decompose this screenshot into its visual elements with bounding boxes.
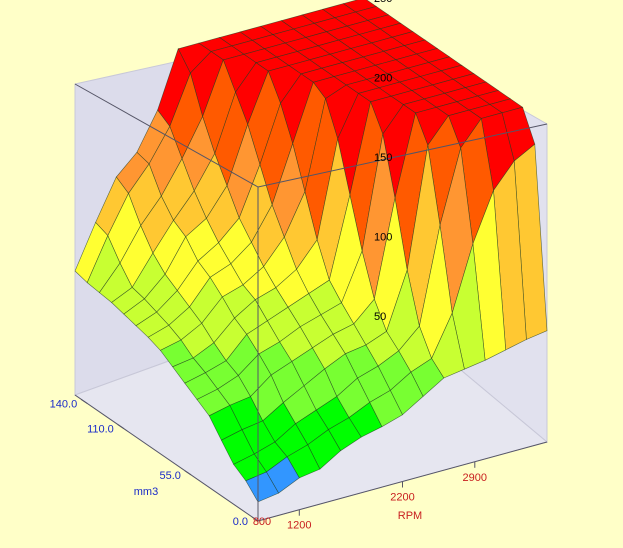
y-tick-label: 0.0 <box>233 516 248 528</box>
box-edge-bottom-left <box>74 394 259 522</box>
y-tick-mark <box>80 398 88 404</box>
y-tick-label: 140.0 <box>50 398 78 410</box>
surface-mesh <box>74 0 548 503</box>
box-edge-top-right <box>257 123 548 188</box>
origin-x-label: 800 <box>253 516 271 528</box>
z-tick-label: 100 <box>374 232 392 244</box>
surface-cell <box>245 471 280 503</box>
z-axis-ticks: 50 100 150 200 250 <box>374 0 392 323</box>
z-tick-label: 150 <box>374 152 392 164</box>
z-tick-label: 50 <box>374 311 386 323</box>
x-axis-ticks: 1200 2200 2900 <box>287 461 487 532</box>
box-front-edges <box>74 83 548 522</box>
y-axis-title: mm3 <box>134 486 158 498</box>
y-tick-mark <box>251 516 259 522</box>
y-tick-label: 110.0 <box>87 424 114 436</box>
x-tick-label: 2200 <box>390 492 414 504</box>
x-tick-label: 1200 <box>287 520 311 532</box>
y-tick-label: 55.0 <box>159 470 180 482</box>
y-axis-ticks: 0.0 55.0 110.0 140.0 <box>50 398 259 528</box>
y-tick-mark <box>184 470 192 476</box>
x-axis-title: RPM <box>398 510 422 522</box>
box-edge-top-left <box>74 83 259 188</box>
x-tick-label: 2900 <box>463 472 487 484</box>
z-tick-label: 200 <box>374 73 392 85</box>
z-tick-label: 250 <box>374 0 392 5</box>
y-tick-mark <box>117 424 125 430</box>
